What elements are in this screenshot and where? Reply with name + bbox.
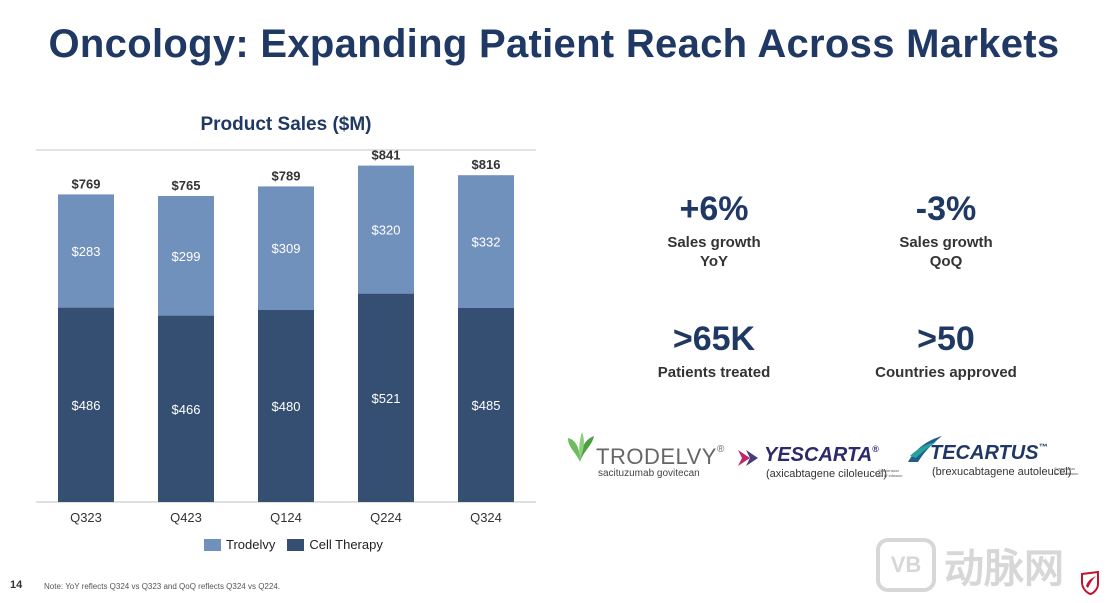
- stat-patients-value: >65K: [672, 320, 756, 358]
- tecartus-note: Suspension for IV infusion: [1054, 466, 1079, 476]
- chevron-right-icon: [738, 450, 758, 466]
- bar-cell-therapy-q224: [358, 293, 414, 502]
- data-label-cell-therapy-q324: $485: [472, 398, 501, 413]
- legend-label-trodelvy: Trodelvy: [226, 537, 276, 552]
- yescarta-logo: YESCARTA® (axicabtagene ciloleucel) Susp…: [736, 442, 904, 486]
- data-label-cell-therapy-q423: $466: [172, 402, 201, 417]
- yescarta-generic-name: (axicabtagene ciloleucel): [766, 468, 888, 480]
- stat-qoq-label: Sales growth QoQ: [846, 233, 1046, 271]
- data-label-trodelvy-q423: $299: [172, 249, 201, 264]
- legend-swatch-trodelvy: [204, 538, 221, 551]
- stat-qoq: -3% Sales growth QoQ: [846, 190, 1046, 271]
- legend-swatch-cell-therapy: [287, 538, 305, 551]
- stat-qoq-value: -3%: [915, 190, 977, 228]
- bar-trodelvy-q224: [358, 165, 414, 294]
- legend-label-cell-therapy: Cell Therapy: [309, 537, 383, 552]
- watermark-logo-icon: VB: [876, 538, 936, 592]
- swoosh-icon: [908, 436, 942, 462]
- stat-patients-label: Patients treated: [657, 364, 771, 381]
- yescarta-mark: ®: [872, 444, 879, 454]
- data-label-cell-therapy-q224: $521: [372, 391, 401, 406]
- bar-cell-therapy-q124: [258, 310, 314, 502]
- trodelvy-generic-name: sacituzumab govitecan: [598, 468, 700, 479]
- tecartus-logo: TECARTUS™ (brexucabtagene autoleucel) Su…: [906, 434, 1082, 486]
- chart-title: Product Sales ($M): [200, 114, 372, 135]
- watermark-text: 动脉网: [944, 547, 1064, 591]
- total-label-q423: $765: [172, 178, 201, 193]
- product-sales-chart: $486 $283 $769 Q323 $466 $299 $765 Q423 $480 $309…: [36, 148, 536, 525]
- x-tick-label-q423: Q423: [170, 510, 202, 525]
- tecartus-wordmark: TECARTUS: [930, 442, 1039, 464]
- bar-trodelvy-q124: [258, 186, 314, 310]
- trodelvy-mark: ®: [716, 444, 725, 455]
- data-label-trodelvy-q224: $320: [372, 223, 401, 238]
- bar-cell-therapy-q324: [458, 308, 514, 502]
- tecartus-mark: ™: [1038, 442, 1048, 452]
- bar-cell-therapy-q423: [158, 315, 214, 502]
- x-tick-label-q224: Q224: [370, 510, 402, 525]
- bar-trodelvy-q324: [458, 175, 514, 308]
- tecartus-generic-name: (brexucabtagene autoleucel): [932, 466, 1072, 478]
- corporate-shield-icon: [1081, 570, 1099, 596]
- stat-countries-label: Countries approved: [875, 364, 1017, 381]
- x-tick-label-q324: Q324: [470, 510, 502, 525]
- yescarta-wordmark: YESCARTA: [764, 444, 873, 466]
- data-label-cell-therapy-q124: $480: [272, 399, 301, 414]
- watermark: VB 动脉网: [876, 536, 1064, 594]
- footnote: Note: YoY reflects Q324 vs Q323 and QoQ …: [44, 582, 280, 591]
- leaf-icon: [568, 432, 594, 462]
- x-tick-label-q124: Q124: [270, 510, 302, 525]
- stat-qoq-label-line2: QoQ: [929, 253, 963, 270]
- total-label-q124: $789: [272, 168, 301, 183]
- stat-yoy-value: +6%: [679, 190, 749, 228]
- data-label-trodelvy-q124: $309: [272, 241, 301, 256]
- stat-yoy: +6% Sales growth YoY: [614, 190, 814, 271]
- data-label-cell-therapy-q323: $486: [72, 398, 101, 413]
- bar-trodelvy-q423: [158, 196, 214, 316]
- stat-yoy-label-line1: Sales growth: [667, 234, 761, 251]
- total-label-q224: $841: [372, 148, 401, 163]
- trodelvy-logo: TRODELVY® sacituzumab govitecan: [566, 430, 726, 482]
- total-label-q324: $816: [472, 157, 501, 172]
- stat-yoy-label-line2: YoY: [699, 253, 729, 270]
- stat-patients: >65K Patients treated: [614, 320, 814, 382]
- bar-trodelvy-q323: [58, 194, 114, 308]
- stat-qoq-label-line1: Sales growth: [899, 234, 993, 251]
- total-label-q323: $769: [72, 176, 101, 191]
- bar-cell-therapy-q323: [58, 307, 114, 502]
- data-label-trodelvy-q324: $332: [472, 235, 501, 250]
- x-tick-label-q323: Q323: [70, 510, 102, 525]
- stat-countries: >50 Countries approved: [846, 320, 1046, 382]
- trodelvy-wordmark: TRODELVY: [596, 444, 717, 469]
- page-title: Oncology: Expanding Patient Reach Across…: [48, 22, 1060, 66]
- legend-item-trodelvy: Trodelvy: [204, 537, 275, 552]
- chart-legend: Trodelvy Cell Therapy: [204, 537, 389, 552]
- page-number: 14: [10, 579, 23, 591]
- stat-yoy-label: Sales growth YoY: [614, 233, 814, 271]
- yescarta-note: Suspension for IV infusion: [878, 468, 903, 478]
- data-label-trodelvy-q323: $283: [72, 244, 101, 259]
- legend-item-cell-therapy: Cell Therapy: [287, 537, 383, 552]
- stat-countries-value: >50: [917, 320, 975, 358]
